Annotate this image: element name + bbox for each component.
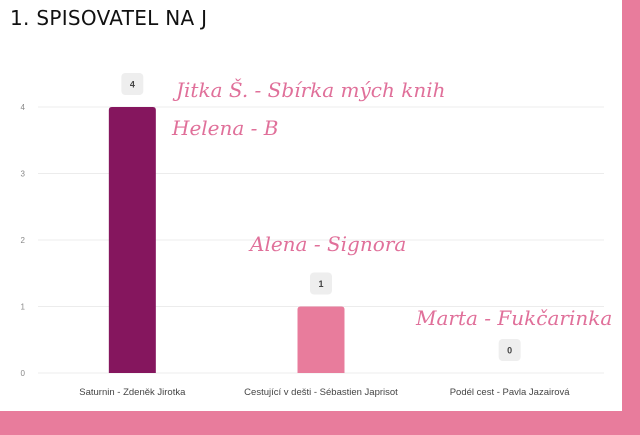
chart-card: 1. SPISOVATEL NA J 0 1 2 3 4 4 Saturnin - Zden… <box>0 0 622 411</box>
annotation-marta: Marta - Fukčarinka <box>416 306 613 330</box>
y-tick-label: 2 <box>21 236 26 245</box>
data-label: 1 <box>318 279 323 289</box>
data-label-badge <box>121 73 144 95</box>
annotation-jitka: Jitka Š. - Sbírka mých knih <box>176 78 446 102</box>
bar <box>297 306 345 373</box>
data-label-badge <box>310 272 332 295</box>
data-label-badge <box>498 339 521 361</box>
data-label: 4 <box>130 80 135 90</box>
x-tick-label: Podél cest - Pavla Jazairová <box>450 387 571 398</box>
annotation-helena: Helena - B <box>172 116 279 140</box>
page-title: 1. SPISOVATEL NA J <box>10 6 208 30</box>
annotation-alena: Alena - Signora <box>250 232 407 256</box>
bar-chart: 0 1 2 3 4 4 Saturnin - Zdeněk Jirotka 1 Cestujíc… <box>21 73 604 398</box>
y-tick-label: 3 <box>21 170 26 179</box>
bar <box>108 107 156 373</box>
data-label: 0 <box>507 346 512 356</box>
y-tick-label: 4 <box>21 103 26 112</box>
x-tick-label: Cestující v dešti - Sébastien Japrisot <box>244 387 398 398</box>
y-tick-label: 1 <box>21 303 26 312</box>
x-tick-label: Saturnin - Zdeněk Jirotka <box>79 387 186 398</box>
y-tick-label: 0 <box>21 369 26 378</box>
